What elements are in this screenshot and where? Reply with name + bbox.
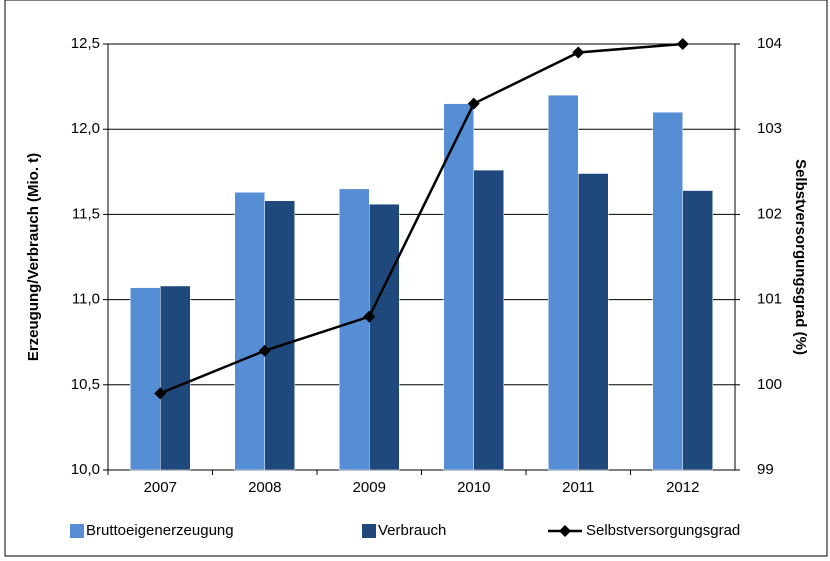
bar — [548, 94, 579, 471]
legend-swatch — [70, 524, 84, 538]
line — [159, 42, 683, 395]
legend-swatch — [559, 525, 571, 537]
bar — [339, 188, 370, 471]
legend-label: Bruttoeigenerzeugung — [86, 522, 234, 539]
legend-label: Selbstversorgungsgrad — [586, 522, 740, 539]
y-tick-label: 12,0 — [71, 120, 100, 137]
bar — [682, 190, 713, 471]
marker — [258, 344, 271, 357]
bar — [443, 103, 474, 471]
y-tick-label: 10,0 — [71, 461, 100, 478]
y2-tick-label: 101 — [757, 291, 782, 308]
bar — [578, 173, 609, 471]
bar — [369, 203, 400, 471]
y-tick-label: 11,5 — [72, 205, 100, 222]
marker — [363, 310, 376, 323]
x-tick-label: 2008 — [248, 479, 281, 496]
y2-tick-label: 99 — [757, 461, 774, 478]
x-tick-label: 2010 — [457, 479, 490, 496]
x-tick-label: 2007 — [144, 479, 177, 496]
bar — [234, 191, 265, 471]
y-axis-title: Erzeugung/Verbrauch (Mio. t) — [25, 153, 42, 361]
bar — [473, 169, 504, 471]
y2-tick-label: 103 — [757, 120, 782, 137]
y-tick-label: 11,0 — [72, 291, 100, 308]
x-tick-label: 2011 — [562, 479, 594, 496]
y-tick-label: 12,5 — [71, 35, 100, 52]
bar — [160, 285, 191, 471]
y2-tick-label: 102 — [757, 205, 782, 222]
y-tick-label: 10,5 — [71, 376, 100, 393]
y2-axis-title: Selbstversorgungsgrad (%) — [792, 159, 809, 355]
marker — [676, 38, 689, 50]
bar — [652, 111, 683, 471]
legend-swatch — [362, 524, 376, 538]
bar — [130, 287, 161, 471]
y2-tick-label: 100 — [757, 376, 782, 393]
marker — [572, 46, 585, 59]
x-tick-label: 2012 — [666, 479, 699, 496]
y2-tick-label: 104 — [757, 35, 782, 52]
marker — [154, 387, 167, 400]
bar — [264, 200, 295, 471]
marker — [467, 97, 480, 110]
x-tick-label: 2009 — [353, 479, 386, 496]
legend-label: Verbrauch — [378, 522, 446, 539]
